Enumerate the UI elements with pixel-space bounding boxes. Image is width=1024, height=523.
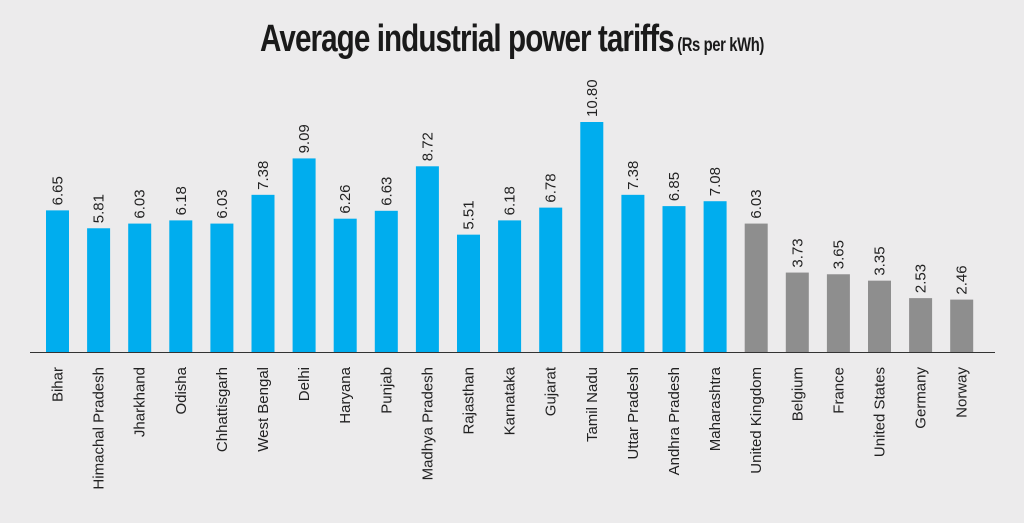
value-label-rajasthan: 5.51 <box>461 200 478 229</box>
bar-west-bengal <box>251 194 275 352</box>
value-label-west-bengal: 7.38 <box>255 161 272 190</box>
category-label-haryana: Haryana <box>337 366 354 423</box>
bar-united-states <box>868 280 891 352</box>
bar-andhra-pradesh <box>662 206 686 352</box>
category-label-madhya-pradesh: Madhya Pradesh <box>419 367 436 480</box>
value-label-chhattisgarh: 6.03 <box>214 189 231 218</box>
value-label-punjab: 6.63 <box>378 177 395 206</box>
bar-jharkhand <box>128 223 152 352</box>
value-label-tamil-nadu: 10.80 <box>584 79 601 117</box>
bar-uttar-pradesh <box>621 194 645 352</box>
bar-gujarat <box>539 207 563 352</box>
bars-group <box>46 122 974 352</box>
value-label-belgium: 3.73 <box>789 238 806 267</box>
category-label-karnataka: Karnataka <box>502 366 519 435</box>
value-label-gujarat: 6.78 <box>543 173 560 202</box>
category-label-bihar: Bihar <box>50 367 67 402</box>
bar-bihar <box>46 210 69 352</box>
category-label-uttar-pradesh: Uttar Pradesh <box>625 367 642 460</box>
bar-norway <box>950 299 974 352</box>
bar-madhya-pradesh <box>415 166 439 352</box>
category-label-france: France <box>830 367 847 414</box>
value-label-bihar: 6.65 <box>50 176 67 205</box>
value-label-jharkhand: 6.03 <box>132 189 149 218</box>
value-label-norway: 2.46 <box>954 265 971 294</box>
value-label-andhra-pradesh: 6.85 <box>666 172 683 201</box>
category-label-chhattisgarh: Chhattisgarh <box>214 367 231 452</box>
category-label-himachal-pradesh: Himachal Pradesh <box>91 367 108 490</box>
bar-himachal-pradesh <box>87 228 111 352</box>
category-label-united-states: United States <box>872 367 889 457</box>
value-label-united-states: 3.35 <box>872 246 889 275</box>
bar-haryana <box>333 218 357 352</box>
category-label-belgium: Belgium <box>789 367 806 421</box>
category-label-gujarat: Gujarat <box>543 366 560 416</box>
category-label-maharashtra: Maharashtra <box>707 366 724 451</box>
value-label-odisha: 6.18 <box>173 186 190 215</box>
category-label-united-kingdom: United Kingdom <box>748 367 765 474</box>
category-labels-group: Bihar Himachal Pradesh Jharkhand Odisha Chha… <box>50 366 971 489</box>
bar-karnataka <box>498 220 522 352</box>
category-label-punjab: Punjab <box>378 367 395 414</box>
value-label-madhya-pradesh: 8.72 <box>419 132 436 161</box>
category-label-west-bengal: West Bengal <box>255 367 272 452</box>
category-label-norway: Norway <box>954 367 971 418</box>
bar-tamil-nadu <box>580 122 604 352</box>
category-label-delhi: Delhi <box>296 367 313 401</box>
value-label-haryana: 6.26 <box>337 184 354 213</box>
category-label-odisha: Odisha <box>173 366 190 414</box>
bar-germany <box>909 298 933 352</box>
bar-united-kingdom <box>744 223 768 352</box>
value-label-delhi: 9.09 <box>296 124 313 153</box>
bar-punjab <box>374 210 398 352</box>
category-label-jharkhand: Jharkhand <box>132 367 149 437</box>
bar-maharashtra <box>703 201 727 352</box>
bar-france <box>826 274 850 352</box>
bar-delhi <box>292 158 316 352</box>
bar-chhattisgarh <box>210 223 234 352</box>
chart-title-main: Average industrial power tariffs <box>260 18 675 60</box>
category-label-rajasthan: Rajasthan <box>461 367 478 435</box>
bar-rajasthan <box>457 234 480 352</box>
category-label-germany: Germany <box>913 367 930 429</box>
bar-belgium <box>785 272 809 352</box>
category-label-andhra-pradesh: Andhra Pradesh <box>666 367 683 475</box>
value-label-germany: 2.53 <box>913 264 930 293</box>
value-label-karnataka: 6.18 <box>502 186 519 215</box>
value-label-himachal-pradesh: 5.81 <box>91 194 108 223</box>
category-label-tamil-nadu: Tamil Nadu <box>584 367 601 442</box>
chart-title: Average industrial power tariffs (Rs per… <box>0 18 1024 61</box>
value-label-uttar-pradesh: 7.38 <box>625 161 642 190</box>
chart-title-unit: (Rs per kWh) <box>677 35 764 56</box>
value-label-united-kingdom: 6.03 <box>748 189 765 218</box>
bar-odisha <box>169 220 193 352</box>
value-label-france: 3.65 <box>830 240 847 269</box>
value-labels-group: 6.65 5.81 6.03 6.18 6.03 7.38 9.09 6.26 6.63 8.72… <box>50 79 971 294</box>
value-label-maharashtra: 7.08 <box>707 167 724 196</box>
